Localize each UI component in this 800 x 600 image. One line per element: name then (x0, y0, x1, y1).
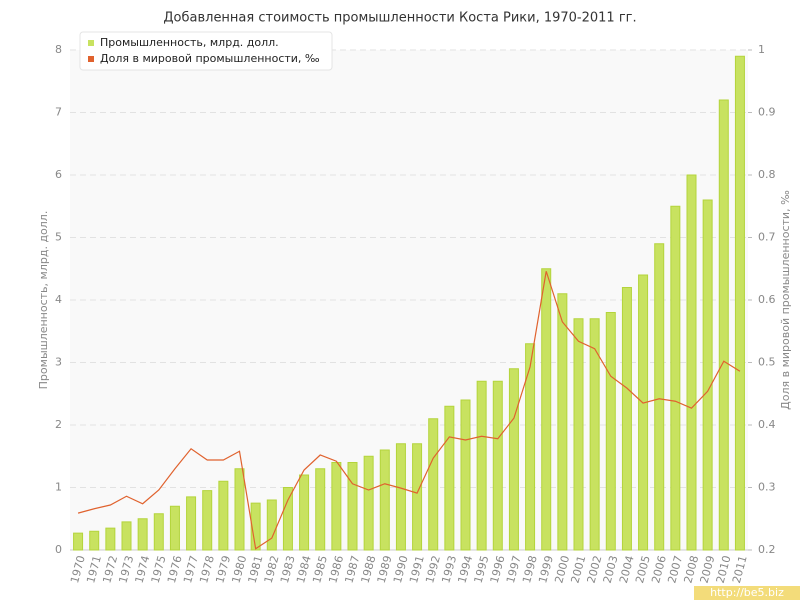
y-axis-label: Промышленность, млрд. долл. (37, 211, 50, 390)
y2-tick-label: 0.5 (758, 356, 776, 369)
y2-tick-label: 0.2 (758, 543, 776, 556)
y-tick-label: 1 (55, 481, 62, 494)
bar (492, 380, 503, 551)
bar (718, 99, 729, 551)
legend-label: Промышленность, млрд. долл. (100, 36, 279, 49)
y2-tick-label: 0.7 (758, 231, 776, 244)
bar (734, 55, 745, 551)
bar (605, 312, 616, 551)
bar (573, 318, 584, 551)
bar (702, 199, 713, 551)
bar (412, 443, 423, 551)
bar (508, 368, 519, 551)
y-tick-label: 3 (55, 356, 62, 369)
y2-axis-label: Доля в мировой промышленности, ‰ (779, 190, 792, 410)
bar (654, 243, 665, 551)
y2-tick-label: 0.8 (758, 168, 776, 181)
bar (557, 293, 568, 551)
bar (428, 418, 439, 551)
bar (670, 205, 681, 551)
watermark-bg (694, 586, 800, 600)
y2-tick-label: 0.3 (758, 481, 776, 494)
legend-label: Доля в мировой промышленности, ‰ (100, 52, 320, 65)
y-tick-label: 0 (55, 543, 62, 556)
y-tick-label: 5 (55, 231, 62, 244)
bar (105, 527, 116, 551)
y-tick-label: 4 (55, 293, 62, 306)
legend-swatch (88, 40, 94, 46)
y2-tick-label: 0.9 (758, 106, 776, 119)
legend-box (79, 31, 333, 71)
y2-tick-label: 1 (758, 43, 765, 56)
y-tick-label: 6 (55, 168, 62, 181)
bar (379, 449, 390, 551)
bar (250, 502, 261, 551)
bar (121, 521, 132, 551)
bar (282, 487, 293, 551)
bar (89, 530, 100, 551)
bar (541, 268, 552, 551)
chart-title: Добавленная стоимость промышленности Кос… (163, 11, 636, 26)
bar (153, 513, 164, 551)
bar (525, 343, 536, 551)
bar (218, 480, 229, 551)
bar (638, 274, 649, 551)
bar (621, 287, 632, 551)
bar (169, 505, 180, 551)
bar (589, 318, 600, 551)
y2-tick-label: 0.6 (758, 293, 776, 306)
bar (476, 380, 487, 551)
bar (460, 399, 471, 551)
bar (315, 468, 326, 551)
bar (137, 518, 148, 551)
y-tick-label: 2 (55, 418, 62, 431)
bar (299, 474, 310, 551)
bar (202, 490, 213, 551)
bar (186, 496, 197, 551)
bar (363, 455, 374, 551)
bar (395, 443, 406, 551)
bar (266, 499, 277, 551)
y-tick-label: 8 (55, 43, 62, 56)
bar (331, 462, 342, 551)
line (77, 271, 741, 550)
bar (444, 405, 455, 551)
bar (686, 174, 697, 551)
bar (73, 532, 84, 551)
y2-tick-label: 0.4 (758, 418, 776, 431)
legend-swatch (88, 56, 94, 62)
watermark: http://be5.biz (710, 586, 784, 599)
bar (347, 462, 358, 551)
bar (234, 468, 245, 551)
y-tick-label: 7 (55, 106, 62, 119)
